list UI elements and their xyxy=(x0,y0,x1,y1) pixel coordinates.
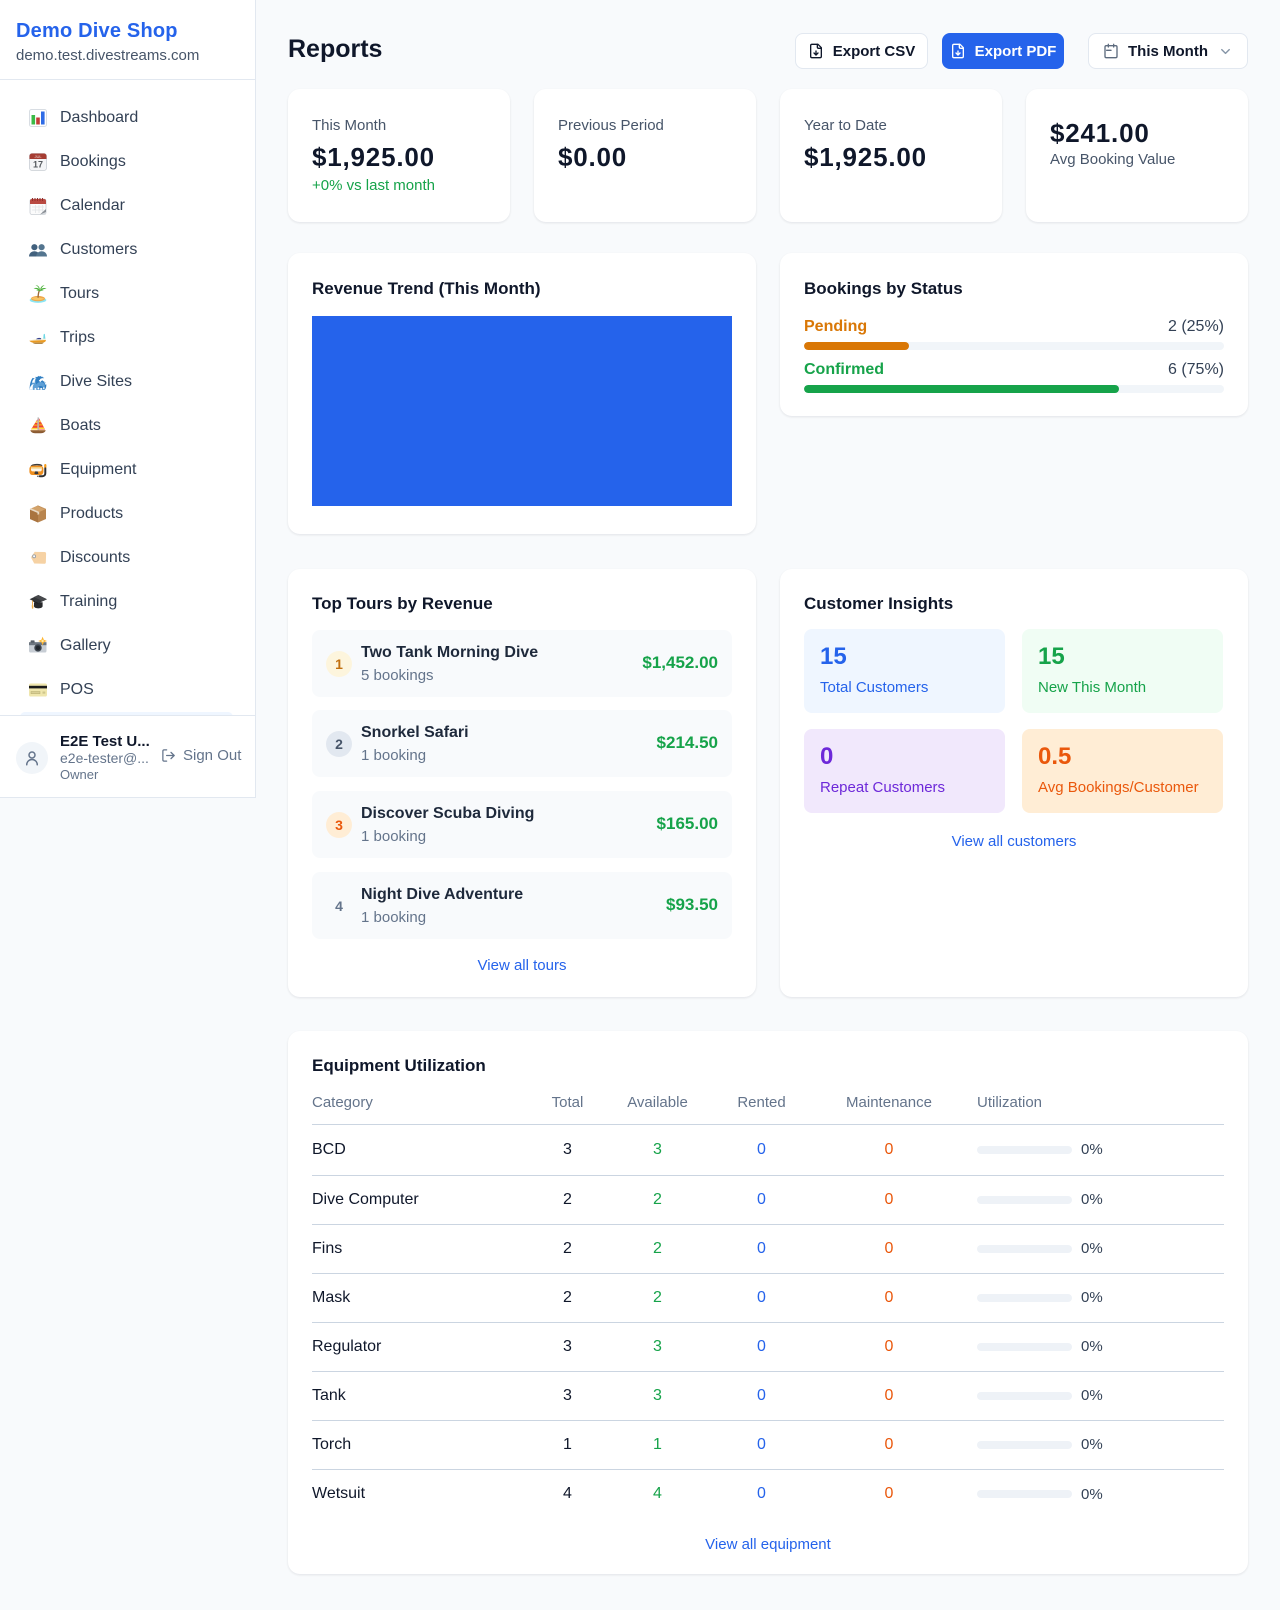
svg-text:17: 17 xyxy=(33,160,43,170)
svg-text:JUL: JUL xyxy=(34,154,42,159)
